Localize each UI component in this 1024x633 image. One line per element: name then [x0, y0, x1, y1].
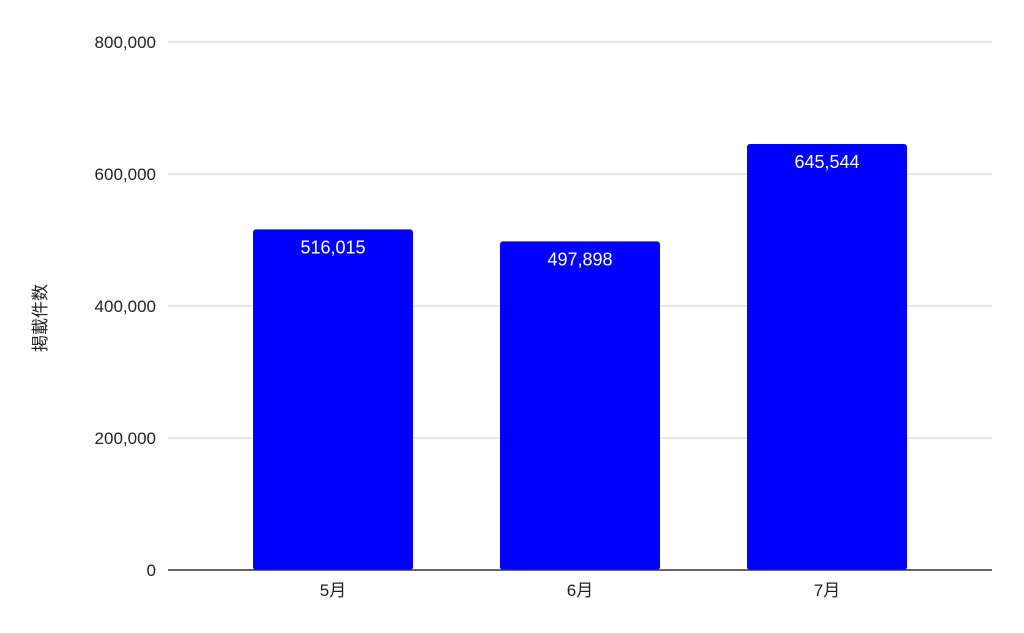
- data-label: 516,015: [300, 237, 365, 257]
- bar: [500, 241, 660, 570]
- bar: [253, 229, 413, 570]
- y-axis-title: 掲載件数: [31, 284, 50, 352]
- bars: 516,015 497,898 645,544: [253, 143, 907, 570]
- y-tick-label: 400,000: [95, 297, 156, 316]
- data-label: 645,544: [794, 152, 859, 172]
- x-tick-label: 6月: [567, 581, 593, 600]
- bar: [747, 143, 907, 570]
- y-axis-ticks: 0 200,000 400,000 600,000 800,000: [95, 33, 156, 580]
- x-tick-label: 7月: [814, 581, 840, 600]
- y-tick-label: 600,000: [95, 165, 156, 184]
- y-tick-label: 800,000: [95, 33, 156, 52]
- y-tick-label: 200,000: [95, 429, 156, 448]
- x-tick-label: 5月: [320, 581, 346, 600]
- x-axis-ticks: 5月 6月 7月: [320, 581, 840, 600]
- y-tick-label: 0: [147, 561, 156, 580]
- data-label: 497,898: [547, 249, 612, 269]
